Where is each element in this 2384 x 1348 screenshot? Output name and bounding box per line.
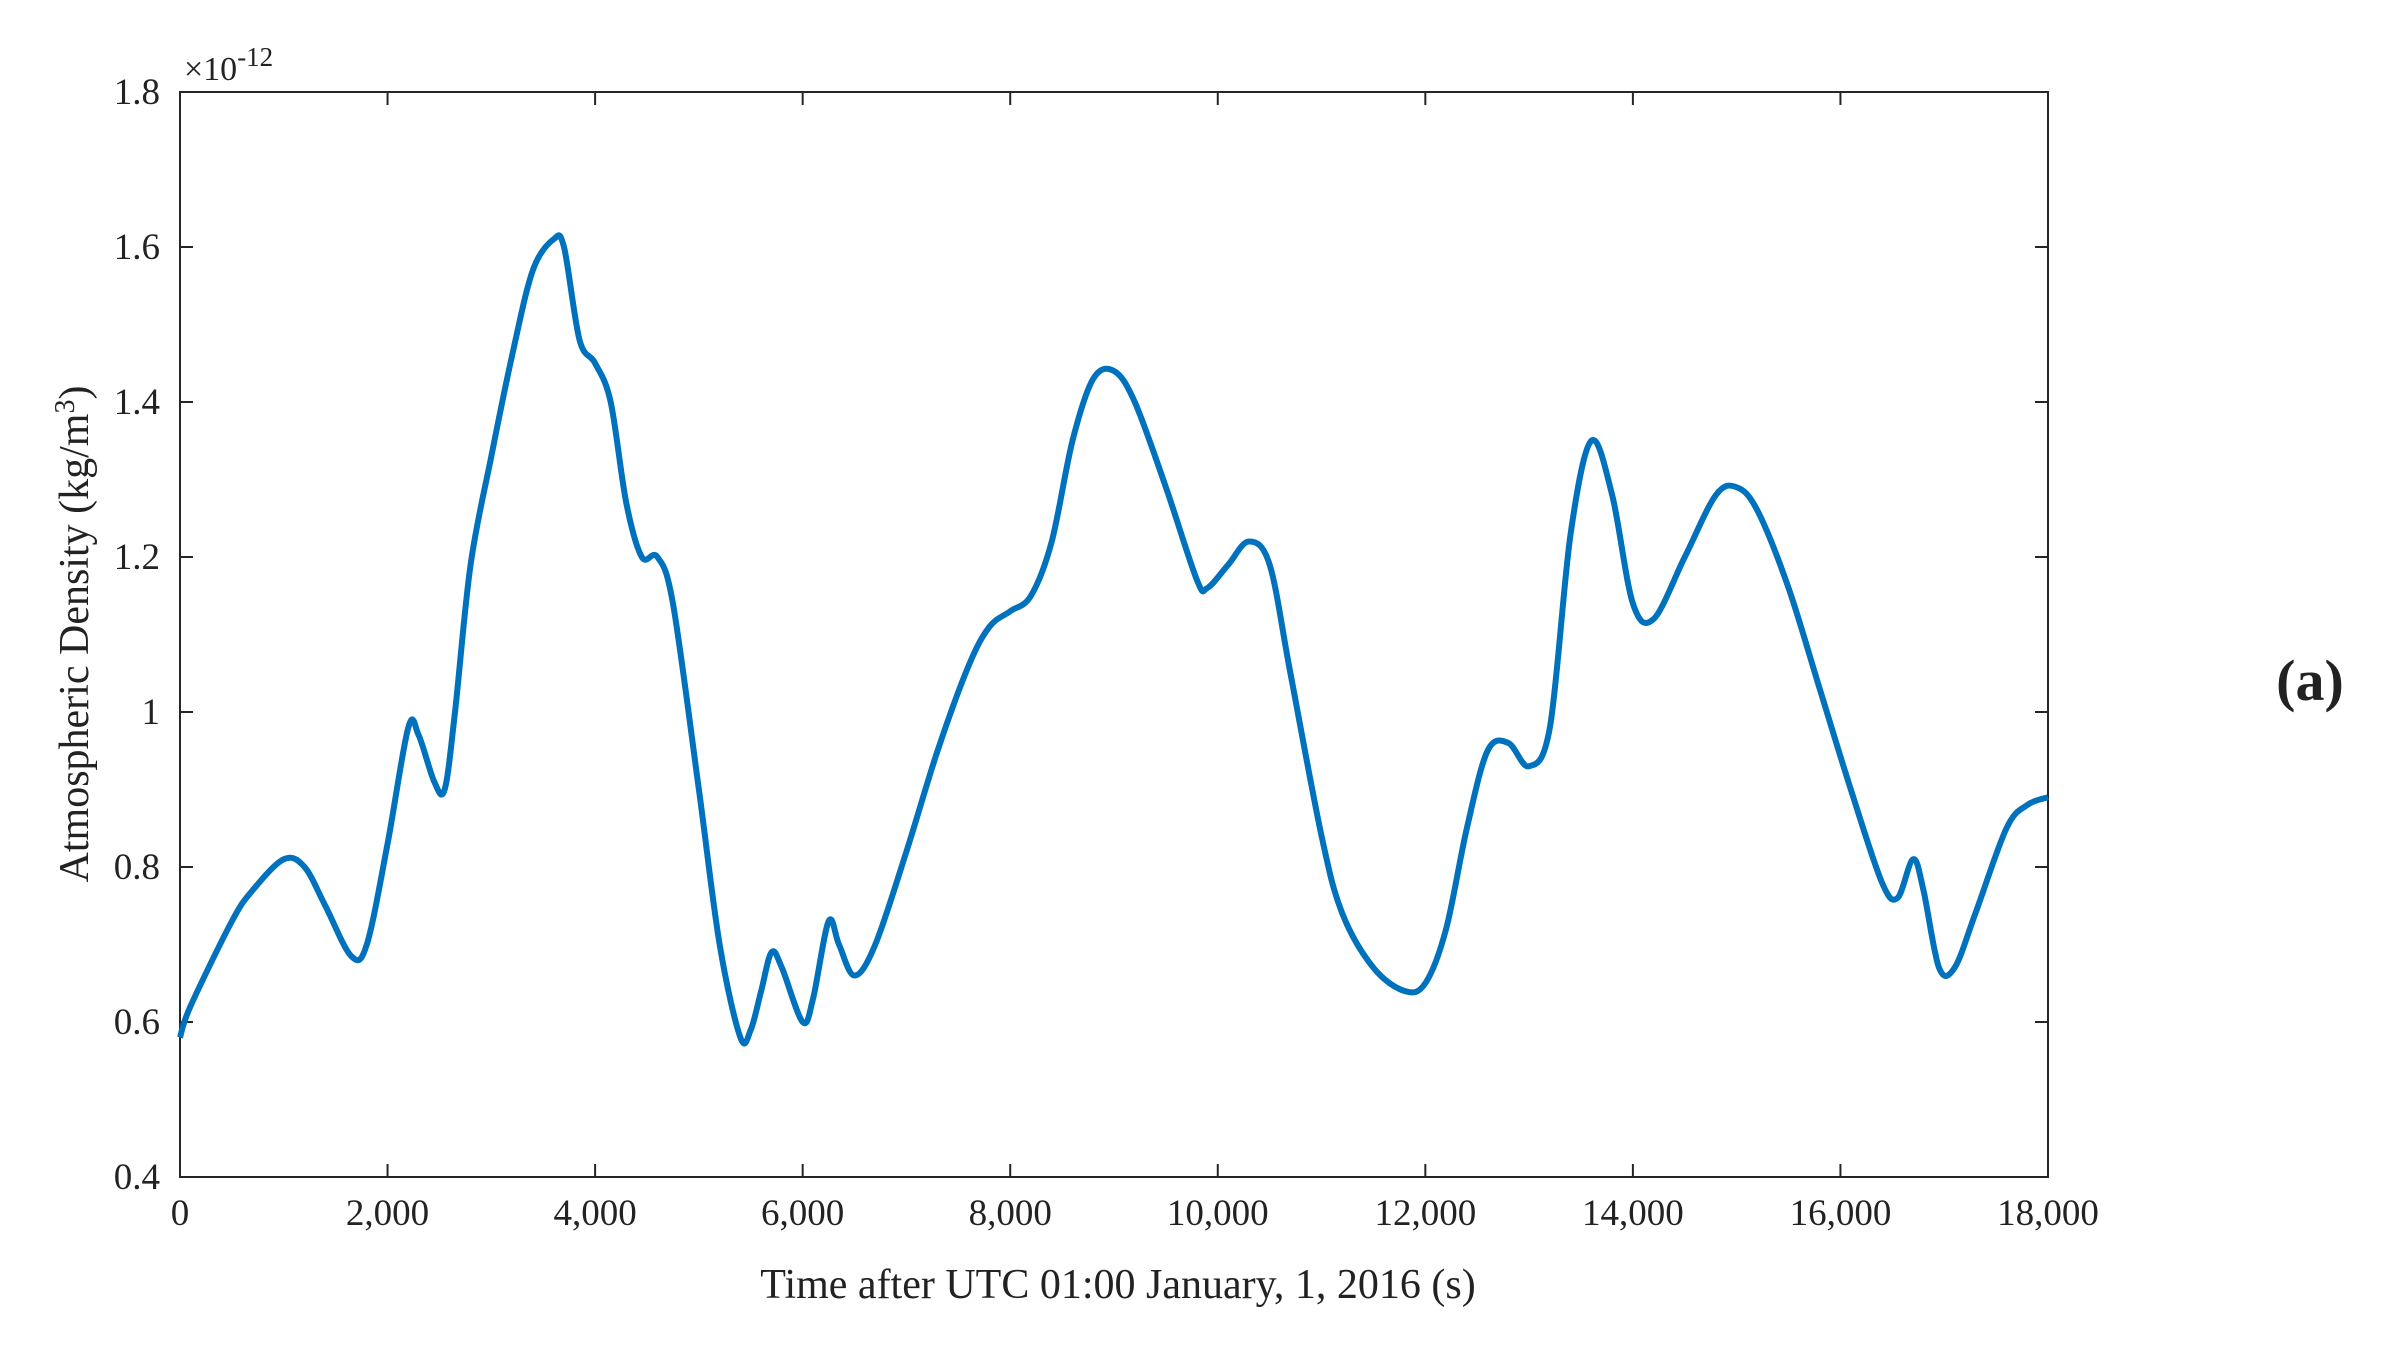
x-tick-label: 0 (171, 1193, 190, 1234)
x-tick-label: 18,000 (1997, 1193, 2099, 1234)
y-tick-label: 0.6 (114, 1002, 160, 1043)
y-axis-label: Atmospheric Density (kg/m3) (50, 386, 98, 883)
x-tick-label: 8,000 (969, 1193, 1052, 1234)
y-multiplier: ×10-12 (184, 42, 273, 88)
y-tick-label: 1.4 (114, 382, 160, 423)
y-axis-label-end: ) (52, 386, 98, 400)
x-tick-label: 16,000 (1790, 1193, 1892, 1234)
x-tick-label: 2,000 (346, 1193, 429, 1234)
y-tick-label: 0.8 (114, 847, 160, 888)
y-tick-label: 1.6 (114, 227, 160, 268)
x-tick-label: 12,000 (1374, 1193, 1476, 1234)
y-tick-label: 1.2 (114, 537, 160, 578)
y-tick-label: 0.4 (114, 1157, 160, 1198)
plot-frame (179, 91, 2049, 1178)
y-multiplier-exp: -12 (237, 42, 273, 72)
y-axis-label-main: Atmospheric Density (kg/m (52, 413, 98, 882)
x-tick-label: 10,000 (1167, 1193, 1269, 1234)
y-tick-label: 1.8 (114, 72, 160, 113)
y-tick-label: 1 (142, 692, 161, 733)
data-line (177, 232, 2050, 1047)
x-axis-label: Time after UTC 01:00 January, 1, 2016 (s… (760, 1262, 1475, 1308)
panel-label: (a) (2276, 648, 2344, 713)
x-tick-label: 6,000 (761, 1193, 844, 1234)
x-tick-label: 4,000 (553, 1193, 636, 1234)
x-tick-label: 14,000 (1582, 1193, 1684, 1234)
y-multiplier-base: ×10 (184, 51, 237, 88)
y-axis-label-sup: 3 (50, 400, 81, 414)
